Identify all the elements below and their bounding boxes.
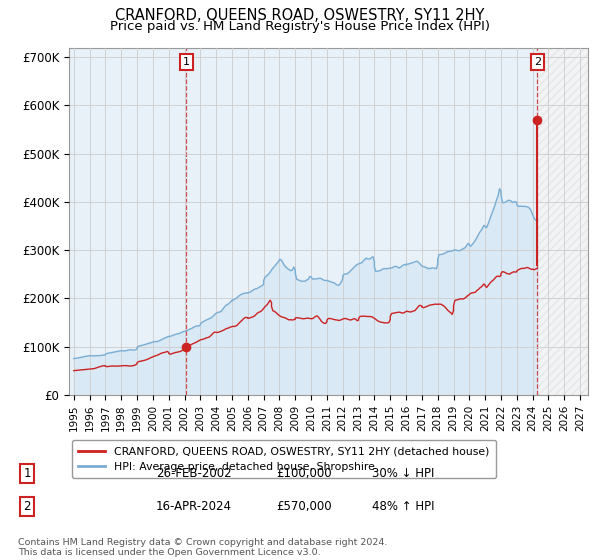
Legend: CRANFORD, QUEENS ROAD, OSWESTRY, SY11 2HY (detached house), HPI: Average price, : CRANFORD, QUEENS ROAD, OSWESTRY, SY11 2H… — [72, 440, 496, 478]
Text: CRANFORD, QUEENS ROAD, OSWESTRY, SY11 2HY: CRANFORD, QUEENS ROAD, OSWESTRY, SY11 2H… — [115, 8, 485, 24]
Text: Contains HM Land Registry data © Crown copyright and database right 2024.
This d: Contains HM Land Registry data © Crown c… — [18, 538, 388, 557]
Bar — [538, 48, 588, 395]
Text: 26-FEB-2002: 26-FEB-2002 — [156, 466, 232, 480]
Text: 2: 2 — [23, 500, 31, 514]
Text: 2: 2 — [533, 57, 541, 67]
Text: Price paid vs. HM Land Registry's House Price Index (HPI): Price paid vs. HM Land Registry's House … — [110, 20, 490, 32]
Text: 16-APR-2024: 16-APR-2024 — [156, 500, 232, 514]
Bar — [538, 48, 588, 395]
Text: 30% ↓ HPI: 30% ↓ HPI — [372, 466, 434, 480]
Text: 1: 1 — [183, 57, 190, 67]
Text: £100,000: £100,000 — [276, 466, 332, 480]
Text: 48% ↑ HPI: 48% ↑ HPI — [372, 500, 434, 514]
Text: £570,000: £570,000 — [276, 500, 332, 514]
Text: 1: 1 — [23, 466, 31, 480]
